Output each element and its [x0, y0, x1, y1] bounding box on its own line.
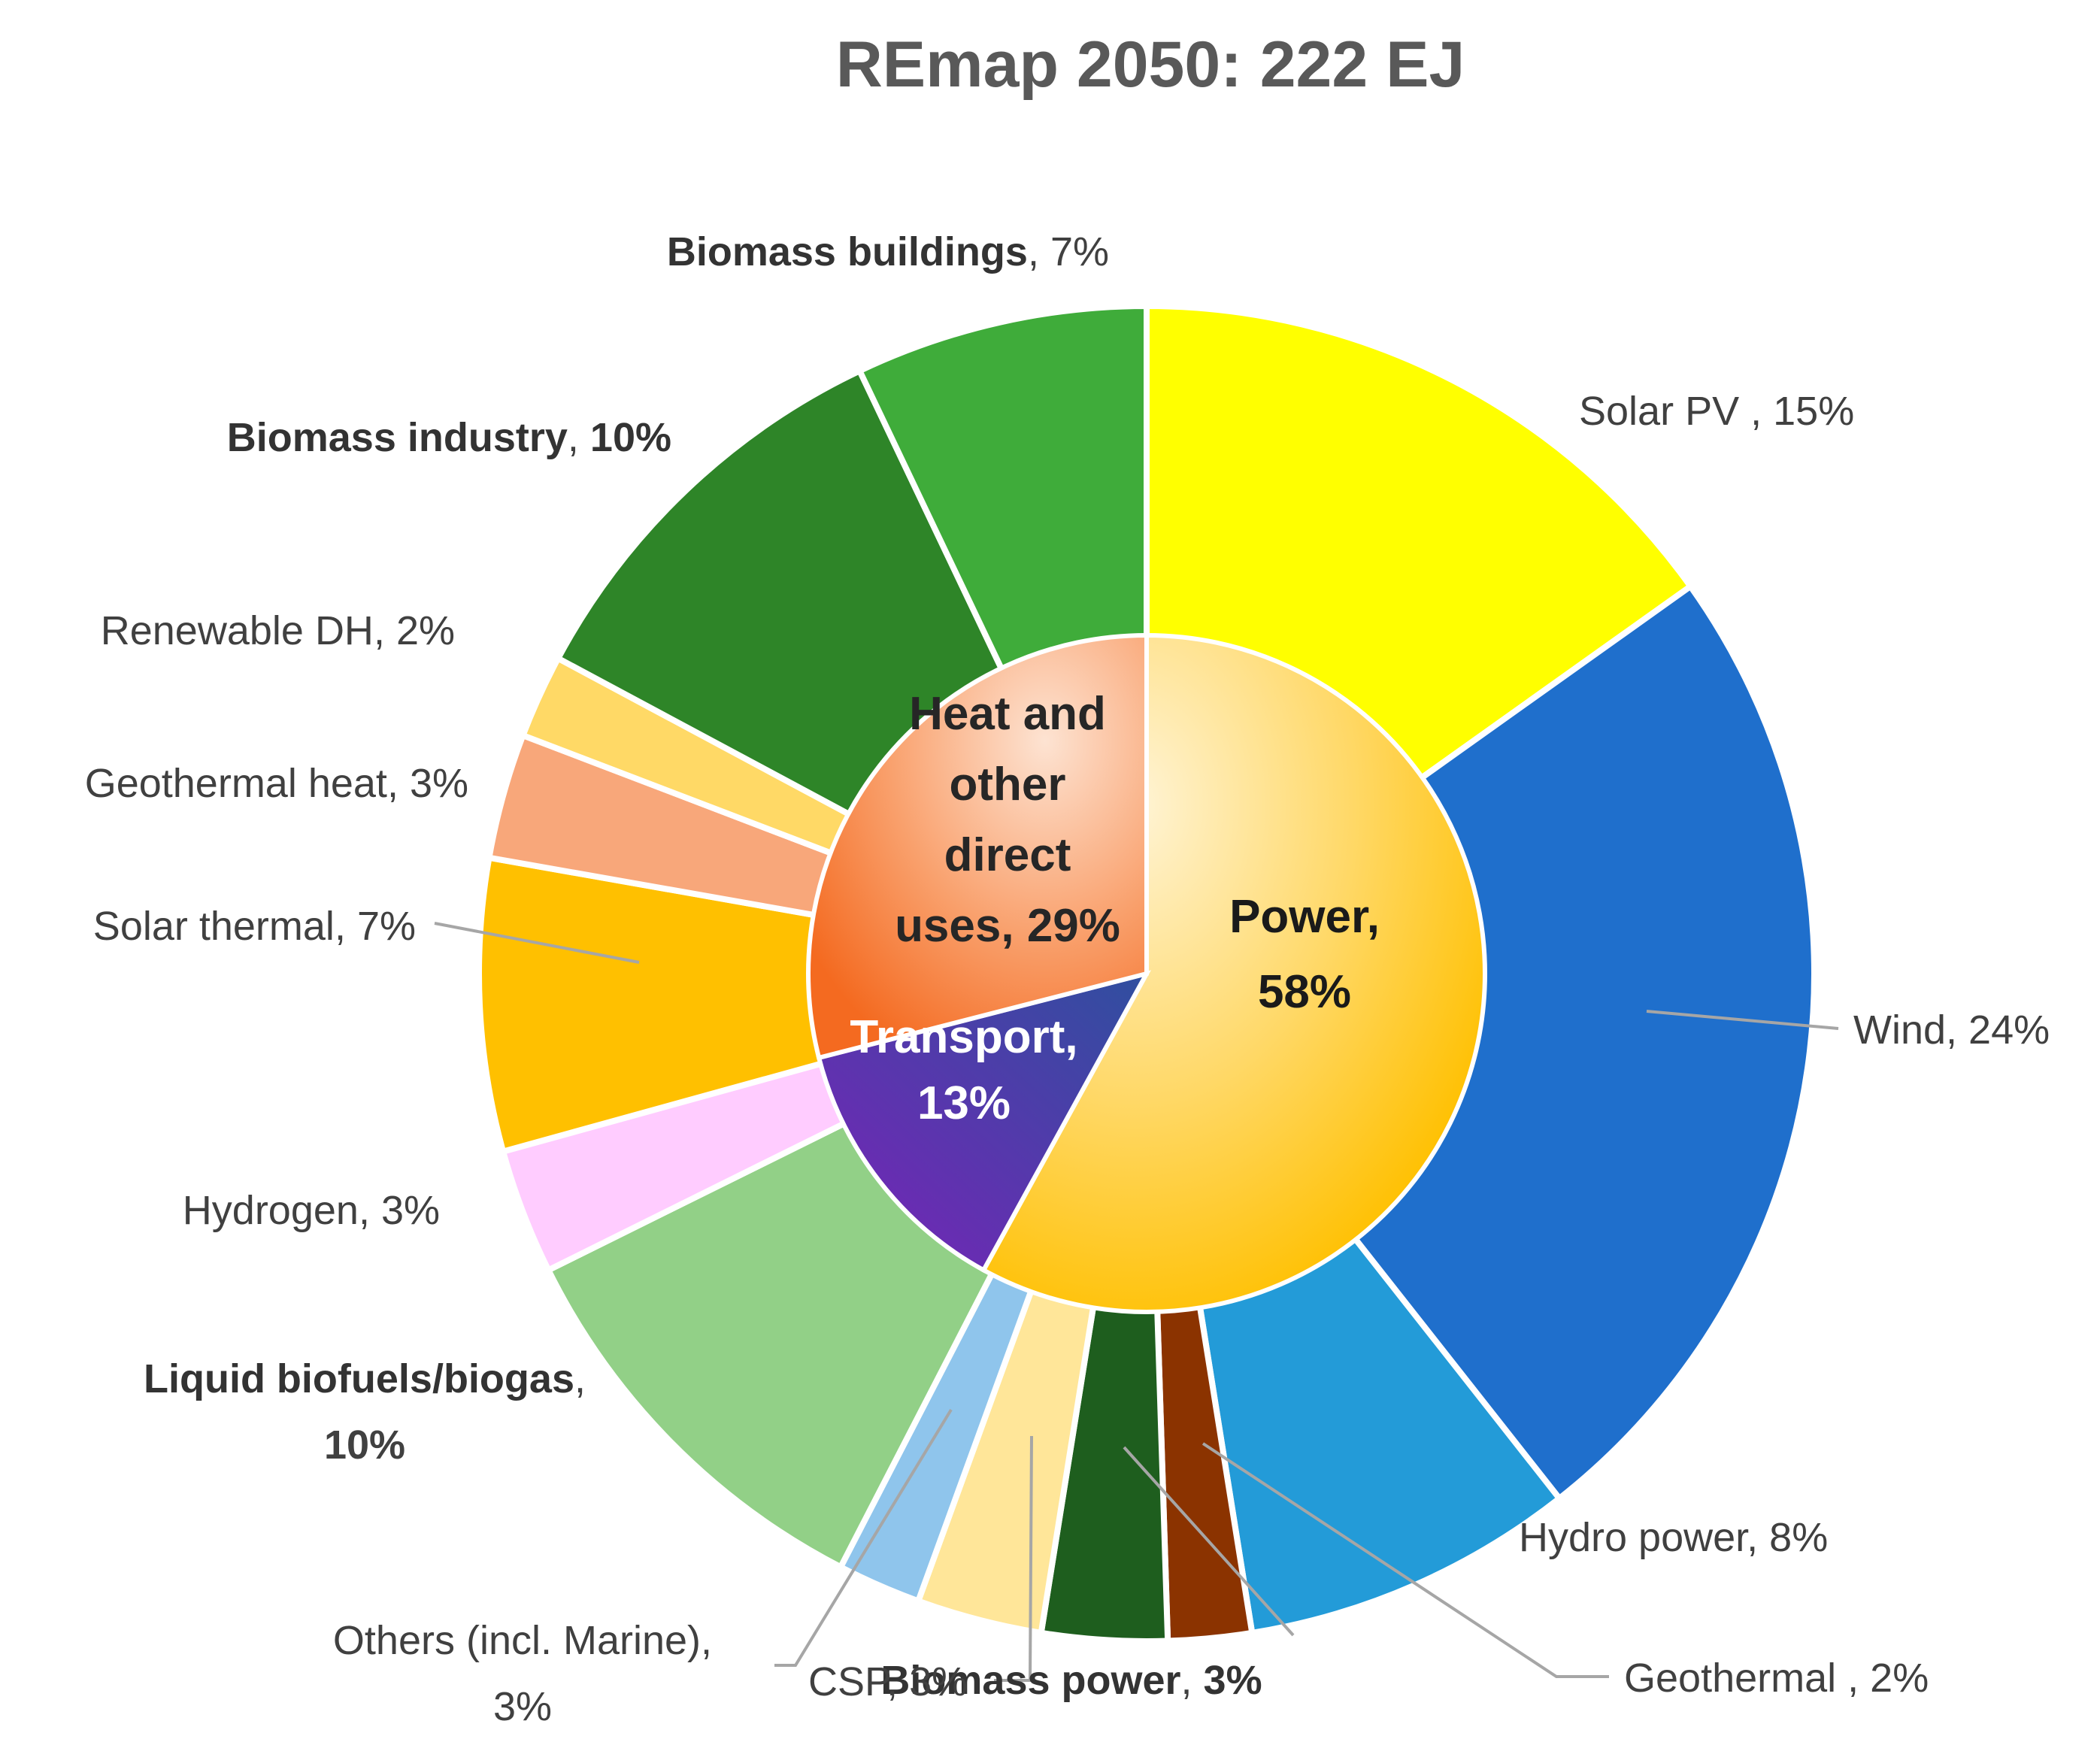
outer-label-others-incl-marine: Others (incl. Marine), [333, 1618, 712, 1663]
inner-label-transport: 13% [917, 1077, 1011, 1129]
inner-slice-heat-and-other-direct-uses [806, 632, 1149, 1061]
outer-label-hydrogen: Hydrogen, 3% [183, 1188, 440, 1233]
outer-label-wind: Wind, 24% [1853, 1007, 2050, 1053]
inner-label-heat-and-other-direct-uses: other [950, 759, 1066, 810]
leader-line-others-incl-marine [774, 1408, 953, 1667]
outer-label-others-incl-marine-value: 3% [493, 1684, 552, 1729]
leader-line-geothermal [1202, 1442, 1609, 1678]
inner-slice-power [980, 632, 1487, 1314]
outer-label-liquid-biofuels-biogas-value: 10% [324, 1422, 405, 1468]
outer-label-biomass-buildings: Biomass buildings, 7% [667, 229, 1109, 274]
outer-label-liquid-biofuels-biogas: Liquid biofuels/biogas, [144, 1356, 586, 1401]
outer-labels: Solar PV , 15% Wind, 24% Hydro power, 8% Ge… [85, 229, 2050, 1729]
leader-line-biomass-power [1123, 1446, 1295, 1637]
outer-label-hydro-power: Hydro power, 8% [1519, 1515, 1828, 1560]
leader-line-wind [1646, 1010, 1839, 1030]
inner-label-heat-and-other-direct-uses: uses, 29% [895, 900, 1120, 952]
outer-label-geothermal-heat: Geothermal heat, 3% [85, 761, 468, 806]
outer-label-renewable-dh: Renewable DH, 2% [101, 608, 455, 653]
inner-slice-transport [816, 970, 1151, 1274]
inner-label-power: 58% [1258, 966, 1351, 1018]
outer-label-biomass-power: Biomass power, 3% [880, 1658, 1262, 1703]
inner-pie [806, 632, 1487, 1314]
outer-slice-wind [1142, 582, 1817, 1503]
outer-label-biomass-industry: Biomass industry, 10% [227, 415, 671, 460]
outer-label-csp: CSP, 3% [808, 1659, 968, 1704]
inner-label-heat-and-other-direct-uses: Heat and [909, 688, 1106, 740]
outer-label-solar-thermal: Solar thermal, 7% [93, 904, 416, 949]
inner-label-transport: Transport, [850, 1011, 1077, 1063]
inner-labels: Power, 58% Transport, 13% Heat and other direc… [850, 688, 1380, 1129]
leader-line-solar-thermal [434, 922, 640, 964]
leader-lines [434, 922, 1839, 1682]
outer-label-solar-pv: Solar PV , 15% [1579, 389, 1854, 434]
chart-title: REmap 2050: 222 EJ [836, 29, 1465, 101]
inner-label-heat-and-other-direct-uses: direct [944, 829, 1071, 881]
outer-label-geothermal: Geothermal , 2% [1624, 1656, 1929, 1701]
inner-label-power: Power, [1229, 891, 1380, 943]
leader-line-csp [994, 1435, 1033, 1682]
